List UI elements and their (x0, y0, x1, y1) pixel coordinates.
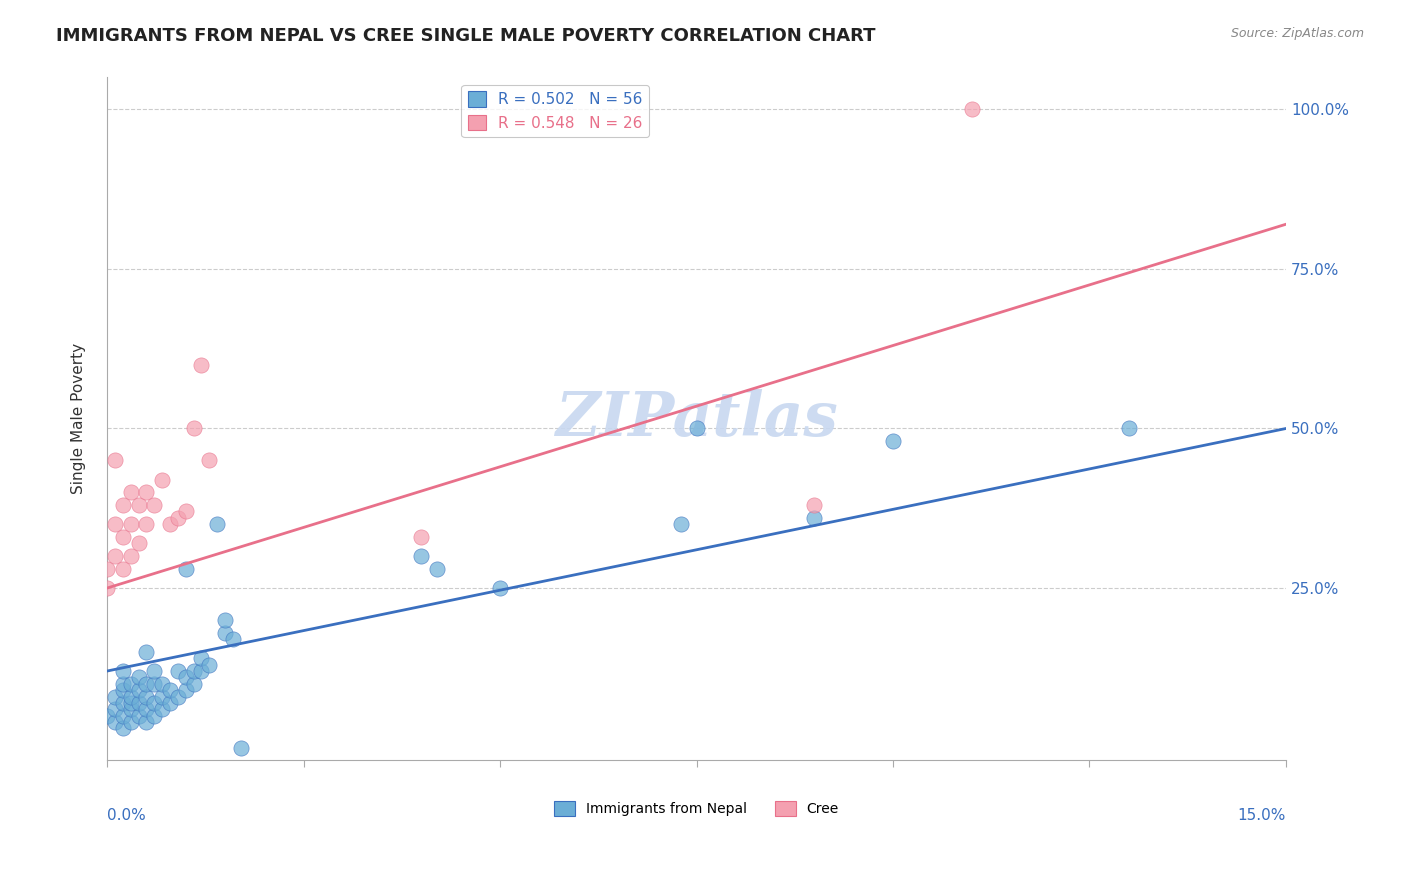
Point (120, 485, 142, 500)
Point (150, 690, 173, 704)
Point (411, 530, 433, 544)
Point (104, 453, 127, 467)
Point (111, 677, 134, 691)
Point (685, 421, 707, 435)
Legend: R = 0.502   N = 56, R = 0.548   N = 26: R = 0.502 N = 56, R = 0.548 N = 26 (461, 85, 648, 136)
Point (135, 702, 157, 716)
Point (174, 683, 197, 698)
Y-axis label: Single Male Poverty: Single Male Poverty (72, 343, 86, 494)
Point (143, 677, 166, 691)
Point (120, 677, 142, 691)
Point (803, 511, 825, 525)
Point (120, 702, 142, 716)
Point (120, 517, 142, 532)
Point (96, 581, 118, 595)
Point (128, 696, 150, 710)
Point (174, 670, 197, 684)
Point (669, 517, 692, 532)
Point (150, 702, 173, 716)
Point (174, 504, 197, 518)
Point (159, 517, 181, 532)
Point (128, 498, 150, 512)
Point (183, 664, 205, 678)
Point (190, 651, 212, 665)
Point (159, 696, 181, 710)
Point (111, 722, 134, 736)
Point (128, 536, 150, 550)
Point (104, 549, 127, 563)
Point (198, 453, 221, 467)
Point (166, 511, 188, 525)
Point (198, 657, 221, 672)
Text: Source: ZipAtlas.com: Source: ZipAtlas.com (1230, 27, 1364, 40)
Point (214, 613, 236, 627)
Point (111, 696, 134, 710)
Point (143, 664, 166, 678)
Point (150, 677, 173, 691)
Point (96, 562, 118, 576)
Point (111, 683, 134, 698)
Point (166, 664, 188, 678)
Point (135, 690, 157, 704)
Text: 15.0%: 15.0% (1237, 808, 1286, 823)
Point (135, 645, 157, 659)
Point (960, 103, 983, 117)
Point (135, 485, 157, 500)
Point (120, 715, 142, 730)
Point (229, 740, 252, 755)
Text: ZIPatlas: ZIPatlas (555, 389, 838, 449)
Point (183, 421, 205, 435)
Point (135, 677, 157, 691)
Point (128, 708, 150, 723)
Point (135, 715, 157, 730)
Point (222, 632, 245, 647)
Point (143, 708, 166, 723)
Point (104, 715, 127, 730)
Point (135, 517, 157, 532)
Point (190, 358, 212, 372)
Point (104, 517, 127, 532)
Point (426, 562, 449, 576)
Point (214, 625, 236, 640)
Point (159, 683, 181, 698)
Point (120, 690, 142, 704)
Point (104, 702, 127, 716)
Point (104, 690, 127, 704)
Point (174, 562, 197, 576)
Point (143, 696, 166, 710)
Point (120, 696, 142, 710)
Point (150, 473, 173, 487)
Point (882, 434, 904, 449)
Point (111, 562, 134, 576)
Point (411, 549, 433, 563)
Point (128, 670, 150, 684)
Point (803, 498, 825, 512)
Point (190, 664, 212, 678)
Point (96, 708, 118, 723)
Text: IMMIGRANTS FROM NEPAL VS CREE SINGLE MALE POVERTY CORRELATION CHART: IMMIGRANTS FROM NEPAL VS CREE SINGLE MAL… (56, 27, 876, 45)
Point (111, 708, 134, 723)
Point (166, 690, 188, 704)
Point (183, 677, 205, 691)
Point (120, 549, 142, 563)
Point (128, 683, 150, 698)
Point (489, 581, 512, 595)
Text: 0.0%: 0.0% (107, 808, 146, 823)
Point (111, 498, 134, 512)
Point (111, 664, 134, 678)
Point (111, 530, 134, 544)
Point (205, 517, 228, 532)
Point (143, 498, 166, 512)
Point (1118, 421, 1140, 435)
